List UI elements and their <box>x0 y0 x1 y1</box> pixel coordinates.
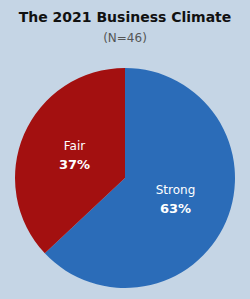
chart-container: The 2021 Business Climate (N=46) Strong 63%… <box>0 0 250 299</box>
subtitle: (N=46) <box>103 31 147 45</box>
slice <box>15 68 125 253</box>
slice-label: Fair <box>64 139 85 153</box>
slices <box>15 68 235 288</box>
slice-label: Strong <box>156 183 196 197</box>
labels: Strong 63% Fair 37% <box>59 139 195 216</box>
chart-svg: The 2021 Business Climate (N=46) Strong 63%… <box>0 0 250 299</box>
title: The 2021 Business Climate <box>19 9 232 25</box>
data-label: 63% <box>160 201 191 216</box>
data-label: 37% <box>59 157 90 172</box>
